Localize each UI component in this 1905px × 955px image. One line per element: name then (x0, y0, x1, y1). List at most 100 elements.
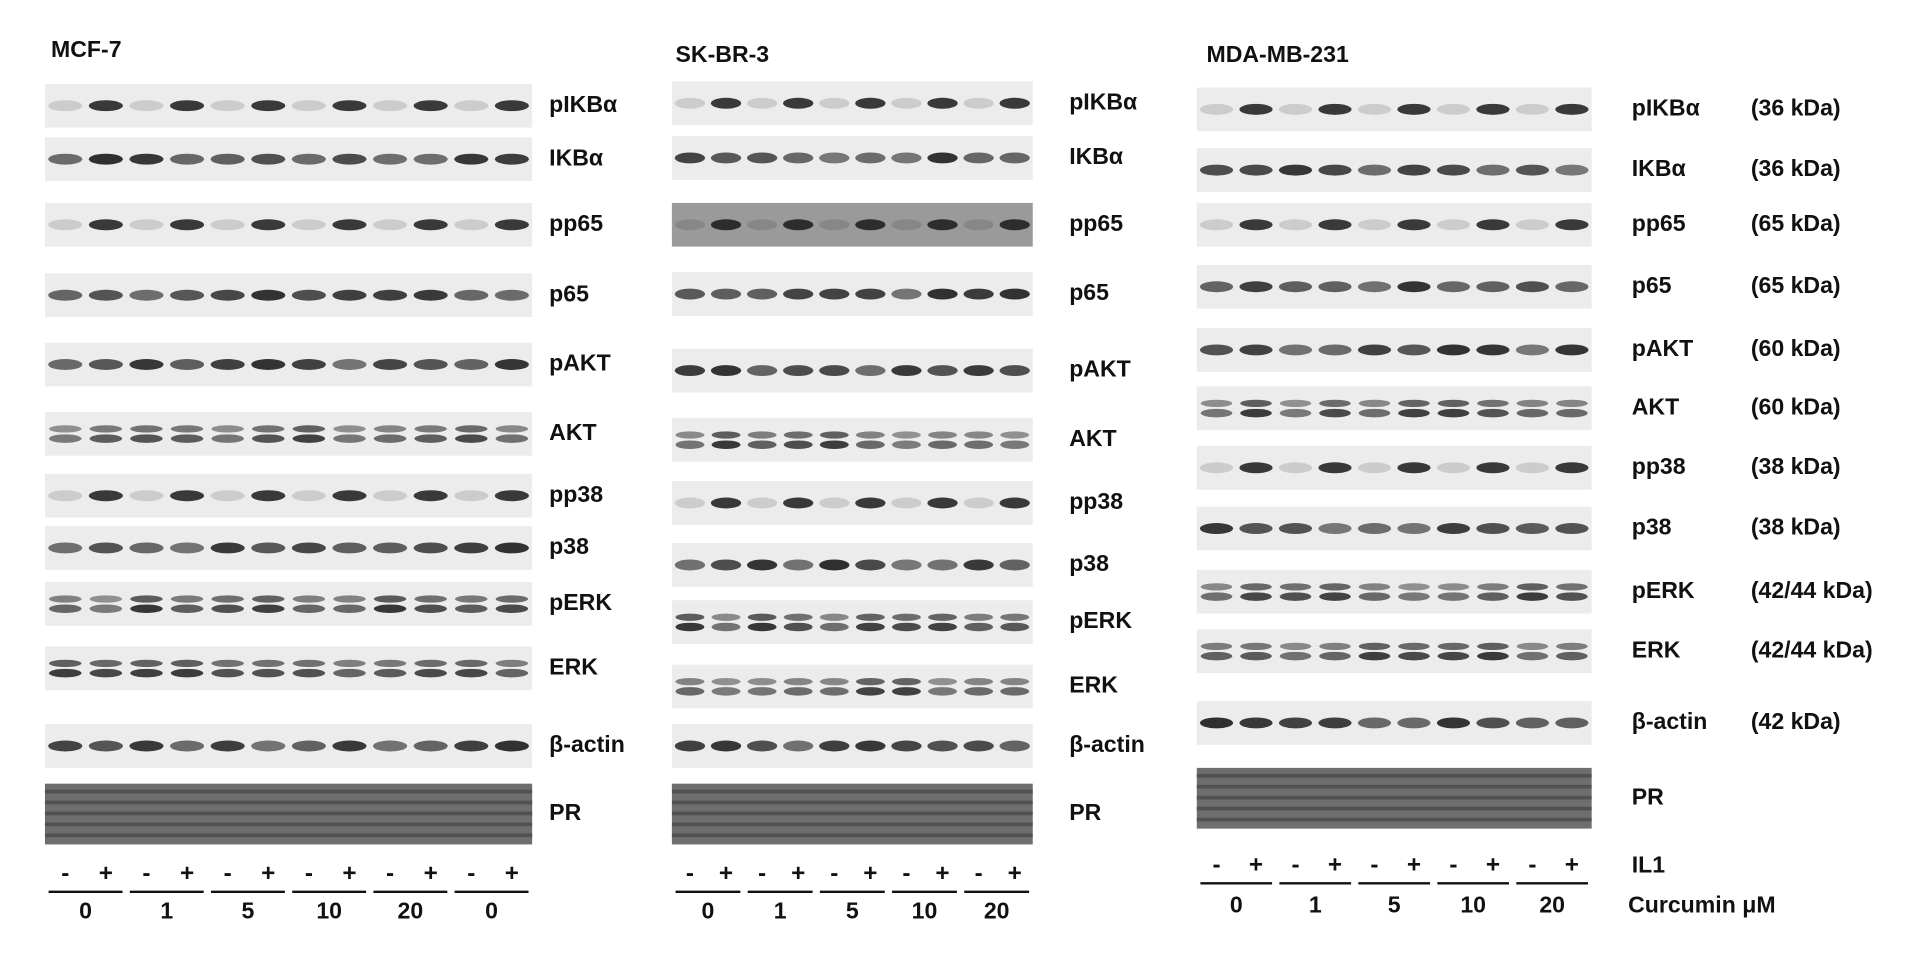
band (710, 97, 742, 109)
band (291, 740, 326, 752)
band (251, 289, 286, 301)
band (892, 622, 921, 632)
band (1240, 399, 1272, 408)
band (373, 289, 408, 301)
band (49, 604, 82, 613)
band (333, 604, 366, 613)
band (928, 440, 957, 449)
band (1397, 523, 1431, 534)
pr-band (44, 800, 533, 805)
band (1000, 431, 1030, 439)
band (88, 542, 123, 554)
band (1436, 717, 1471, 729)
band (170, 490, 205, 502)
band (855, 740, 886, 752)
row-label: pERK (1069, 607, 1132, 633)
band (495, 604, 529, 613)
band (927, 152, 958, 164)
band (928, 622, 957, 632)
band (1357, 281, 1392, 293)
band (819, 431, 849, 439)
band (413, 490, 448, 502)
band (892, 687, 921, 696)
band (454, 153, 489, 165)
band (454, 219, 489, 231)
row-label: p38 (1632, 514, 1672, 540)
band (1555, 281, 1589, 293)
band (675, 431, 705, 439)
kda-label: (42 kDa) (1751, 708, 1841, 734)
band (210, 219, 245, 231)
row-label: PR (1632, 783, 1664, 809)
band (999, 152, 1030, 164)
row-label: pp38 (549, 481, 603, 507)
band (746, 219, 778, 231)
band (373, 659, 407, 668)
row-label: p65 (1632, 272, 1672, 298)
lane-sign: + (1565, 852, 1579, 879)
band (746, 497, 778, 509)
band (291, 359, 326, 370)
band (710, 740, 742, 752)
band (927, 219, 958, 231)
band (89, 604, 123, 613)
band (1398, 651, 1430, 661)
band (373, 434, 407, 443)
band (292, 434, 326, 443)
band (291, 542, 326, 554)
kda-label: (60 kDa) (1751, 335, 1841, 361)
pr-band (44, 811, 533, 816)
band (891, 559, 922, 571)
band (129, 153, 164, 165)
band (1436, 344, 1471, 356)
band (674, 365, 706, 377)
band (891, 97, 922, 109)
band (1556, 583, 1588, 591)
band (49, 434, 82, 443)
band (130, 434, 163, 443)
band (1199, 344, 1234, 356)
band (170, 153, 205, 165)
band (48, 490, 83, 502)
lane-sign: - (386, 860, 394, 887)
band (129, 490, 164, 502)
band (1477, 399, 1509, 408)
dose-label: 1 (1309, 891, 1322, 917)
band (1239, 103, 1273, 115)
band (414, 659, 447, 668)
band (373, 740, 408, 752)
blot-strip (44, 273, 533, 318)
band (413, 740, 448, 752)
band (210, 740, 245, 752)
band (1477, 408, 1509, 418)
band (455, 604, 488, 613)
band (413, 542, 448, 554)
band (675, 677, 705, 686)
band (1515, 164, 1550, 176)
blot-strip (1196, 569, 1592, 614)
band (1000, 687, 1030, 696)
band (674, 497, 706, 509)
band (1397, 344, 1431, 356)
band (1278, 344, 1313, 356)
band (855, 431, 885, 439)
band (1476, 164, 1510, 176)
dose-label: 20 (1539, 891, 1565, 917)
lane-sign: + (180, 860, 194, 887)
band (49, 659, 82, 668)
lane-sign: - (1370, 852, 1378, 879)
band (891, 152, 922, 164)
band (1477, 592, 1509, 601)
row-label: PR (1069, 799, 1101, 825)
band (1000, 613, 1030, 621)
band (1358, 592, 1391, 601)
kda-label: (36 kDa) (1751, 155, 1841, 181)
band (892, 677, 921, 686)
pr-band (1196, 806, 1592, 811)
band (964, 431, 994, 439)
band (1357, 523, 1392, 534)
band (1437, 642, 1470, 651)
row-label: pAKT (549, 350, 611, 376)
band (855, 97, 886, 109)
band (819, 687, 849, 696)
